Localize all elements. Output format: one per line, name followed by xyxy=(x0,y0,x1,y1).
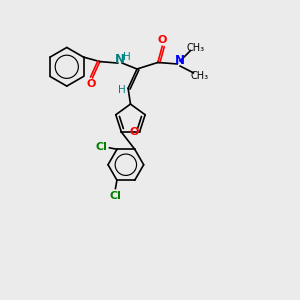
Text: O: O xyxy=(158,35,167,45)
Text: H: H xyxy=(118,85,125,95)
Text: H: H xyxy=(123,52,130,61)
Text: Cl: Cl xyxy=(95,142,107,152)
Text: CH₃: CH₃ xyxy=(187,43,205,53)
Text: O: O xyxy=(86,79,96,89)
Text: CH₃: CH₃ xyxy=(190,71,208,81)
Text: N: N xyxy=(175,54,185,67)
Text: O: O xyxy=(130,127,139,137)
Text: N: N xyxy=(115,53,125,66)
Text: Cl: Cl xyxy=(110,190,122,201)
